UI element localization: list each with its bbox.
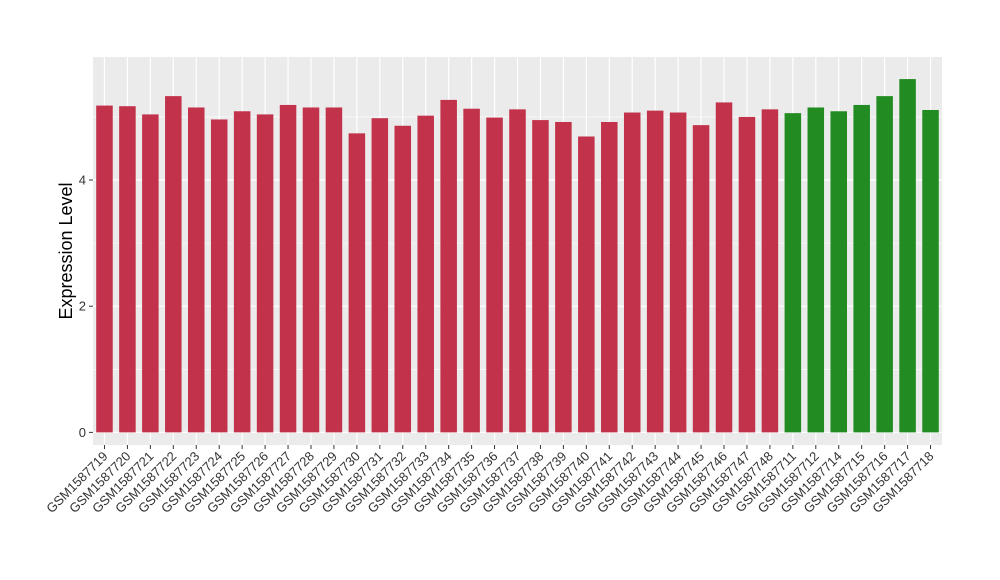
- bar-GSM1587729: [325, 107, 343, 433]
- bar-GSM1587747: [738, 116, 756, 433]
- bar-GSM1587740: [578, 136, 595, 433]
- bar-GSM1587737: [509, 109, 526, 433]
- bar-GSM1587746: [715, 102, 733, 433]
- bar-GSM1587717: [899, 79, 916, 433]
- bar-GSM1587719: [96, 105, 113, 433]
- bar-GSM1587743: [646, 110, 664, 433]
- bar-GSM1587741: [601, 121, 618, 433]
- bar-GSM1587714: [830, 111, 848, 433]
- bar-GSM1587725: [233, 111, 251, 433]
- y-axis-title: Expression Level: [56, 182, 76, 319]
- bar-GSM1587733: [417, 115, 434, 433]
- bar-GSM1587735: [463, 108, 480, 433]
- bar-GSM1587726: [256, 114, 274, 433]
- bar-GSM1587742: [623, 112, 641, 433]
- bar-GSM1587736: [486, 117, 503, 433]
- y-tick-label: 2: [79, 299, 86, 314]
- y-axis: 0 2 4: [79, 173, 93, 440]
- bar-GSM1587723: [187, 107, 205, 433]
- bar-GSM1587712: [807, 107, 825, 433]
- bar-GSM1587720: [119, 106, 136, 433]
- bar-GSM1587722: [165, 96, 182, 433]
- bar-GSM1587731: [371, 118, 389, 433]
- bar-GSM1587744: [669, 112, 687, 433]
- bar-GSM1587739: [555, 121, 572, 433]
- bar-GSM1587728: [302, 107, 320, 433]
- y-tick-label: 4: [79, 173, 86, 188]
- bar-GSM1587715: [853, 104, 870, 433]
- bar-GSM1587730: [348, 133, 366, 433]
- bar-GSM1587745: [692, 125, 710, 433]
- bar-GSM1587716: [876, 96, 893, 433]
- y-tick-label: 0: [79, 425, 86, 440]
- bar-GSM1587724: [210, 119, 228, 433]
- bar-GSM1587721: [142, 114, 159, 433]
- bar-GSM1587734: [440, 99, 457, 433]
- bar-GSM1587738: [532, 120, 549, 433]
- bar-GSM1587718: [922, 109, 939, 433]
- bars: [96, 79, 939, 433]
- bar-GSM1587727: [279, 104, 297, 433]
- bar-GSM1587732: [394, 125, 412, 433]
- bar-GSM1587748: [761, 109, 779, 433]
- bar-GSM1587711: [784, 113, 802, 433]
- x-axis: GSM1587719GSM1587720GSM1587721GSM1587722…: [43, 445, 937, 516]
